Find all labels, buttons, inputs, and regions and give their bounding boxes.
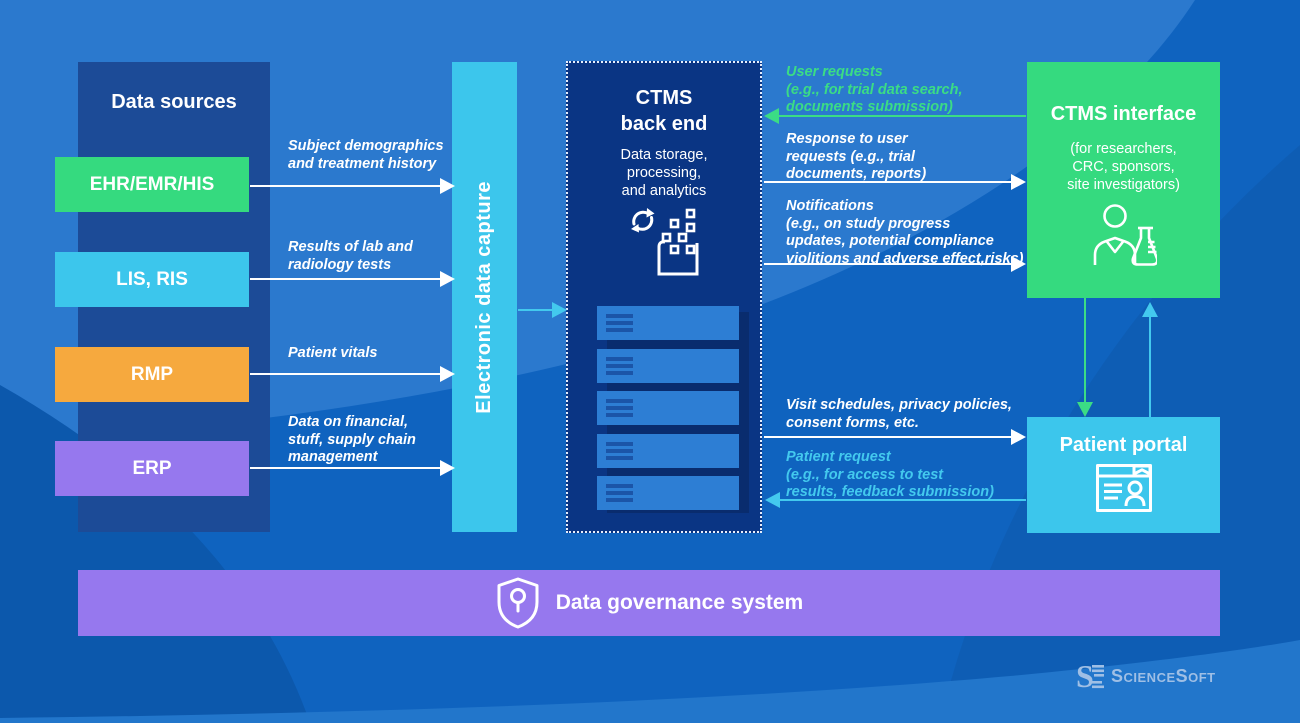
- server-stack: [597, 306, 749, 513]
- server-bar: [597, 433, 739, 468]
- flow-label-subject-demographics: Subject demographics and treatment histo…: [288, 138, 444, 172]
- data-governance-bar: Data governance system: [78, 570, 1220, 636]
- data-source-lis-ris-label: LIS, RIS: [116, 268, 188, 290]
- server-bar: [597, 348, 739, 383]
- data-governance-title: Data governance system: [555, 591, 804, 614]
- flow-label-patient-vitals: Patient vitals: [288, 345, 378, 361]
- svg-text:S: S: [1076, 661, 1094, 691]
- data-sources-title: Data sources: [111, 91, 237, 113]
- edc-bar: Electronic data capture: [452, 62, 517, 532]
- ctms-backend-title: CTMS back end: [620, 87, 708, 135]
- ctms-interface-box: CTMS interface (for researchers, CRC, sp…: [1027, 62, 1220, 298]
- data-source-lis-ris: LIS, RIS: [55, 252, 249, 307]
- flow-label-notifications: Notifications (e.g., on study progress u…: [786, 198, 1024, 267]
- ctms-backend-subtitle: Data storage, processing, and analytics: [620, 147, 708, 200]
- patient-portal-icon: [1095, 464, 1152, 512]
- background-light-wave-bottom: [0, 640, 1300, 723]
- researcher-flask-icon: [1093, 204, 1157, 267]
- ctms-backend-box: CTMS back end Data storage, processing, …: [566, 61, 762, 533]
- ctms-interface-subtitle: (for researchers, CRC, sponsors, site in…: [1067, 141, 1180, 194]
- flow-label-user-requests: User requests (e.g., for trial data sear…: [786, 64, 963, 116]
- server-bar: [597, 391, 739, 425]
- flow-label-visit-schedules: Visit schedules, privacy policies, conse…: [786, 397, 1012, 431]
- flow-label-lab-results: Results of lab and radiology tests: [288, 239, 413, 273]
- data-source-ehr: EHR/EMR/HIS: [55, 157, 249, 212]
- shield-lock-icon: [497, 577, 539, 629]
- server-bar: [597, 306, 739, 340]
- patient-portal-title: Patient portal: [1059, 434, 1188, 456]
- data-source-ehr-label: EHR/EMR/HIS: [89, 173, 215, 195]
- flow-label-financial-data: Data on financial, stuff, supply chain m…: [288, 414, 416, 466]
- patient-portal-box: Patient portal: [1027, 417, 1220, 533]
- data-source-erp-label: ERP: [132, 457, 172, 479]
- server-bar: [597, 476, 739, 510]
- data-source-rmp-label: RMP: [130, 363, 174, 385]
- flow-label-response: Response to user requests (e.g., trial d…: [786, 131, 927, 183]
- sciencesoft-logo: S ScienceSoft: [1076, 661, 1216, 691]
- sciencesoft-logo-icon: S: [1076, 661, 1104, 691]
- ctms-interface-title: CTMS interface: [1050, 103, 1197, 125]
- edc-label: Electronic data capture: [473, 180, 495, 414]
- sciencesoft-logo-text: ScienceSoft: [1111, 665, 1216, 686]
- flow-label-patient-request: Patient request (e.g., for access to tes…: [786, 449, 994, 501]
- data-source-rmp: RMP: [55, 347, 249, 402]
- data-processing-icon: [631, 208, 699, 276]
- data-source-erp: ERP: [55, 441, 249, 496]
